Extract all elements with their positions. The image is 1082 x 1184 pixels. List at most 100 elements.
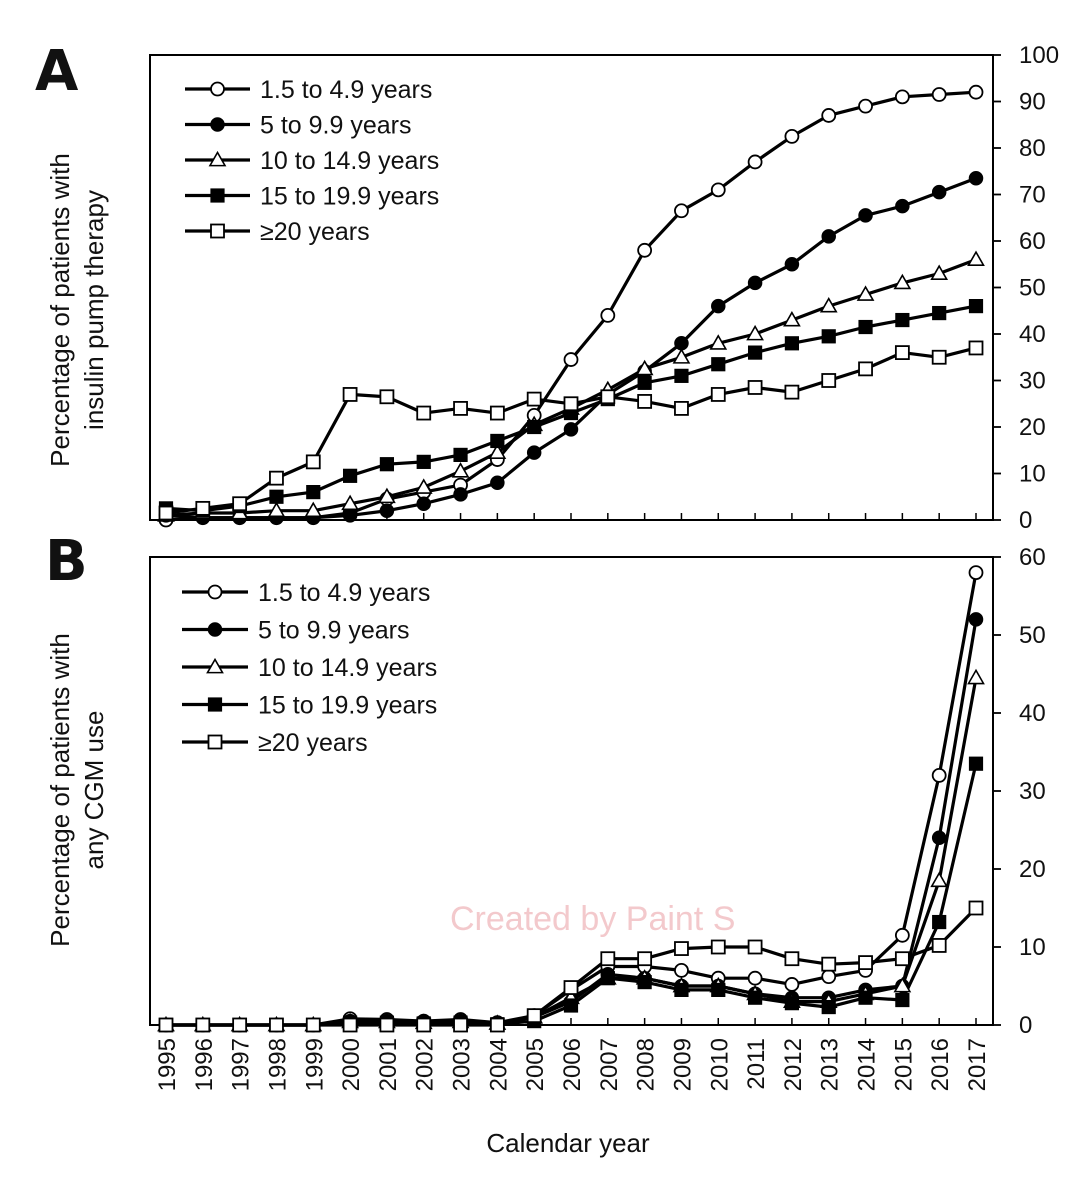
panel-a-series-2-point bbox=[563, 422, 579, 437]
panel-b-legend-label-5: ≥20 years bbox=[258, 729, 368, 757]
panel-b-legend-label-3: 10 to 14.9 years bbox=[258, 654, 437, 682]
panel-a-series-3-point bbox=[856, 285, 875, 301]
panel-a-series-1-point bbox=[637, 242, 653, 258]
panel-b-legend-label-4: 15 to 19.9 years bbox=[258, 692, 437, 720]
panel-a-series-3-point bbox=[672, 348, 691, 364]
panel-a-series-5-point bbox=[710, 387, 726, 402]
panel-a-ytick-label: 90 bbox=[1019, 89, 1046, 116]
panel-a-series-2-point bbox=[968, 170, 984, 186]
panel-a-series-4-point bbox=[269, 489, 284, 504]
x-tick-label: 2016 bbox=[927, 1038, 954, 1091]
panel-b-series-4-point bbox=[932, 914, 947, 930]
panel-a-ytick-label: 20 bbox=[1019, 414, 1046, 441]
panel-a-legend-label-1: 1.5 to 4.9 years bbox=[260, 76, 432, 104]
panel-a-series-3-point bbox=[378, 487, 396, 504]
panel-a-series-2-point bbox=[416, 496, 431, 511]
panel-a-series-1-point bbox=[894, 89, 910, 105]
x-tick-label: 2011 bbox=[743, 1038, 770, 1090]
panel-b-series-1-point bbox=[894, 927, 910, 943]
x-tick-label: 2013 bbox=[817, 1038, 844, 1091]
panel-b-legend-label-1: 1.5 to 4.9 years bbox=[258, 579, 430, 607]
panel-b-letter: B bbox=[45, 529, 88, 594]
panel-a-series-5-point bbox=[232, 496, 248, 512]
panel-a-legend-marker-1 bbox=[210, 81, 225, 97]
panel-a-series-4-point bbox=[306, 485, 321, 500]
panel-b-series-4-point bbox=[600, 971, 615, 986]
panel-b-ytick-label: 0 bbox=[1019, 1012, 1032, 1039]
panel-b-series-3-point bbox=[967, 668, 985, 685]
panel-a-series-4-point bbox=[821, 329, 836, 344]
panel-b-ytick-label: 20 bbox=[1019, 856, 1046, 883]
panel-a-ytick-label: 30 bbox=[1019, 368, 1046, 395]
panel-b-plot: 0 10 20 30 40 50 60 1.5 to 4.9 years 5 to 9.9 ye… bbox=[149, 544, 1046, 1039]
panel-a-series-3-point bbox=[930, 264, 949, 280]
panel-b-series-5-point bbox=[894, 951, 910, 967]
panel-b-series-2-point bbox=[968, 612, 984, 627]
panel-a-ylabel-line1: Percentage of patients with bbox=[45, 153, 75, 467]
panel-a-series-2-point bbox=[342, 508, 358, 523]
panel-b-series-4-point bbox=[821, 999, 836, 1015]
panel-a-series-5-point bbox=[158, 505, 174, 521]
panel-b-series-5-point bbox=[747, 939, 763, 955]
panel-a-legend-marker-5 bbox=[210, 223, 225, 239]
x-tick-label: 1999 bbox=[301, 1038, 328, 1091]
panel-b-series-1-point bbox=[968, 565, 984, 580]
panel-b-ytick-label: 40 bbox=[1019, 700, 1046, 727]
panel-a-series-5-point bbox=[931, 349, 947, 365]
watermark-text: Created by Paint S bbox=[450, 900, 735, 938]
panel-a-series-4-point bbox=[342, 468, 358, 483]
panel-a-ytick-label: 10 bbox=[1019, 461, 1046, 488]
panel-a-ytick-label: 80 bbox=[1019, 135, 1046, 162]
panel-a-plot: 0 10 20 30 40 50 60 70 80 90 100 1.5 to 4.9 years 5 … bbox=[149, 42, 1059, 534]
panel-b-series-1-point bbox=[931, 768, 947, 783]
panel-b-legend-marker-4 bbox=[207, 697, 223, 712]
panel-a-ytick-label: 50 bbox=[1019, 275, 1046, 302]
panel-a-series-4-point bbox=[637, 375, 652, 390]
panel-a-series-4-point bbox=[416, 454, 431, 469]
panel-a-ylabel-line2: insulin pump therapy bbox=[79, 190, 109, 430]
panel-a-series-5-point bbox=[784, 384, 800, 400]
panel-a-series-3-point bbox=[746, 324, 764, 341]
panel-b-series-4-point bbox=[637, 974, 652, 990]
panel-a-series-5-point bbox=[747, 380, 763, 395]
x-tick-label: 1998 bbox=[265, 1038, 292, 1091]
panel-a-series-4-point bbox=[968, 299, 984, 314]
panel-a-legend-label-4: 15 to 19.9 years bbox=[260, 183, 439, 211]
panel-a-series-3-point bbox=[783, 310, 801, 327]
x-tick-label: 2005 bbox=[522, 1038, 549, 1091]
panel-a-series-2-point bbox=[379, 503, 395, 518]
x-axis-ticks: 1995 1996 1997 1998 1999 2000 2001 2002 2003 2004… bbox=[154, 1038, 991, 1091]
panel-a-series-1-point bbox=[563, 352, 579, 367]
panel-b-series-4-point bbox=[784, 996, 800, 1011]
panel-a-series-1-point bbox=[600, 307, 616, 323]
panel-a-series-1-point bbox=[710, 182, 726, 198]
panel-a-series-5-point bbox=[416, 405, 432, 421]
panel-b-series-5-point bbox=[195, 1017, 211, 1033]
panel-b-series-5-point bbox=[968, 900, 984, 916]
panel-a-series-2-point bbox=[674, 336, 689, 351]
panel-b-legend-marker-1 bbox=[207, 584, 223, 600]
panel-a-series-5-point bbox=[858, 361, 873, 377]
panel-b-series-5-point bbox=[232, 1017, 248, 1033]
panel-b-series-5-point bbox=[563, 980, 579, 995]
panel-b-series-5-point bbox=[489, 1017, 505, 1033]
panel-b-series-5-point bbox=[821, 956, 837, 972]
panel-b-series-5-point bbox=[453, 1017, 468, 1033]
panel-a-series-4-point bbox=[747, 345, 763, 360]
x-tick-label: 2002 bbox=[412, 1038, 439, 1091]
panel-a-series-4-point bbox=[527, 419, 542, 435]
x-tick-label: 2012 bbox=[780, 1038, 807, 1091]
panel-b-ytick-label: 10 bbox=[1019, 934, 1046, 961]
panel-b-series-4-point bbox=[895, 992, 910, 1008]
panel-b-series-5-point bbox=[637, 951, 653, 967]
x-tick-label: 2015 bbox=[890, 1038, 917, 1091]
panel-a-series-2-point bbox=[490, 475, 505, 491]
panel-a-series-4-point bbox=[674, 368, 689, 383]
panel-a-legend-label-5: ≥20 years bbox=[260, 218, 370, 246]
panel-b-series-5-point bbox=[416, 1017, 432, 1033]
panel-a-series-3-point bbox=[451, 462, 470, 478]
x-tick-label: 2000 bbox=[338, 1038, 365, 1091]
panel-a-ytick-label: 60 bbox=[1019, 228, 1046, 255]
panel-a-series-4-point bbox=[895, 312, 910, 328]
panel-a-series-1-point bbox=[858, 98, 873, 114]
